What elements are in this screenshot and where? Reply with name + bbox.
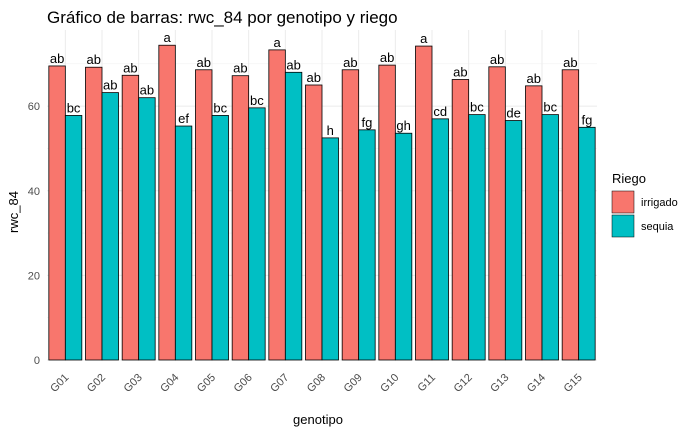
chart-title: Gráfico de barras: rwc_84 por genotipo y… (47, 8, 398, 27)
bar-irrigado-G12 (451, 79, 470, 361)
significance-label: bc (213, 100, 227, 115)
significance-label: h (327, 123, 334, 138)
bar-irrigado-G06 (231, 75, 250, 361)
significance-label: ef (178, 111, 189, 126)
bar-irrigado-G08 (305, 84, 323, 361)
x-tick-label: G09 (342, 372, 365, 395)
bar-sequia-G08 (321, 137, 339, 361)
y-axis-title: rwc_84 (6, 191, 21, 233)
bars (48, 44, 596, 361)
significance-label: bc (470, 100, 484, 115)
bar-sequia-G01 (64, 115, 83, 361)
significance-label: cd (433, 104, 447, 119)
bar-sequia-G14 (541, 114, 559, 361)
significance-label: ab (140, 83, 154, 98)
legend: Riego irrigado sequia (611, 171, 678, 238)
bar-sequia-G07 (284, 71, 303, 361)
legend-key-irrigado (611, 190, 635, 214)
significance-label: fg (581, 112, 592, 127)
significance-label: ab (123, 60, 137, 75)
legend-label-sequia: sequia (641, 221, 674, 233)
x-tick-label: G10 (378, 372, 401, 395)
bar-irrigado-G11 (415, 45, 433, 361)
y-tick-label: 20 (28, 270, 40, 282)
bar-irrigado-G04 (158, 44, 176, 361)
bar-sequia-G13 (504, 120, 523, 361)
significance-label: fg (361, 115, 372, 130)
x-tick-label: G06 (232, 372, 255, 395)
bar-irrigado-G15 (561, 69, 580, 361)
bar-sequia-G03 (138, 97, 156, 361)
significance-label: ab (197, 55, 211, 70)
bar-irrigado-G02 (85, 66, 103, 361)
x-tick-label: G03 (122, 372, 145, 395)
significance-label: a (273, 35, 281, 50)
bar-irrigado-G13 (488, 66, 506, 361)
x-axis-title: genotipo (293, 412, 343, 427)
x-tick-label: G14 (525, 372, 548, 395)
significance-label: bc (67, 100, 81, 115)
bar-irrigado-G09 (341, 69, 360, 361)
significance-label: ab (453, 65, 467, 80)
bar-sequia-G05 (211, 115, 229, 361)
significance-label: gh (396, 118, 410, 133)
significance-label: ab (233, 61, 247, 76)
y-tick-label: 60 (28, 101, 40, 113)
bar-sequia-G15 (578, 126, 596, 361)
x-tick-label: G02 (85, 372, 108, 395)
significance-label: ab (87, 52, 101, 67)
significance-label: ab (563, 55, 577, 70)
x-axis-ticks: G01 G02 G03 G04 G05 G06 G07 G08 G09 G10 G11 G12 G13 G… (48, 372, 585, 395)
legend-label-irrigado: irrigado (641, 197, 678, 209)
significance-label: bc (250, 93, 264, 108)
x-tick-label: G01 (48, 372, 71, 395)
bar-sequia-G10 (394, 132, 413, 361)
significance-label: ab (527, 71, 541, 86)
y-tick-label: 40 (28, 186, 40, 198)
bar-irrigado-G05 (195, 69, 213, 361)
x-tick-label: G07 (268, 372, 291, 395)
y-tick-label: 0 (34, 355, 40, 367)
significance-label: ab (286, 57, 300, 72)
x-tick-label: G04 (158, 372, 181, 395)
x-tick-label: G13 (488, 372, 511, 395)
bar-irrigado-G07 (268, 49, 286, 361)
x-tick-label: G05 (195, 372, 218, 395)
significance-label: ab (343, 55, 357, 70)
x-tick-label: G12 (452, 372, 475, 395)
bar-irrigado-G03 (121, 74, 140, 361)
significance-label: bc (543, 100, 557, 115)
bar-sequia-G06 (248, 107, 266, 361)
significance-label: ab (490, 52, 504, 67)
bar-sequia-G02 (101, 92, 119, 361)
x-tick-label: G11 (416, 372, 439, 395)
significance-labels: abbcababababaefabbcabbcaababhabfgabghacd… (50, 30, 592, 138)
legend-key-sequia (611, 214, 635, 238)
significance-label: ab (307, 70, 321, 85)
legend-title: Riego (612, 171, 646, 186)
x-tick-label: G15 (562, 372, 585, 395)
significance-label: a (420, 31, 428, 46)
bar-sequia-G12 (468, 114, 486, 361)
bar-sequia-G04 (174, 125, 193, 361)
significance-label: ab (380, 50, 394, 65)
significance-label: a (163, 30, 171, 45)
bar-irrigado-G01 (48, 65, 66, 361)
significance-label: ab (50, 51, 64, 66)
bar-sequia-G11 (431, 118, 449, 361)
bar-irrigado-G14 (525, 85, 543, 361)
bar-irrigado-G10 (378, 64, 396, 361)
y-axis-ticks: 0 20 40 60 (28, 101, 40, 367)
bar-sequia-G09 (358, 129, 376, 361)
significance-label: de (506, 106, 520, 121)
x-tick-label: G08 (305, 372, 328, 395)
significance-label: ab (103, 78, 117, 93)
